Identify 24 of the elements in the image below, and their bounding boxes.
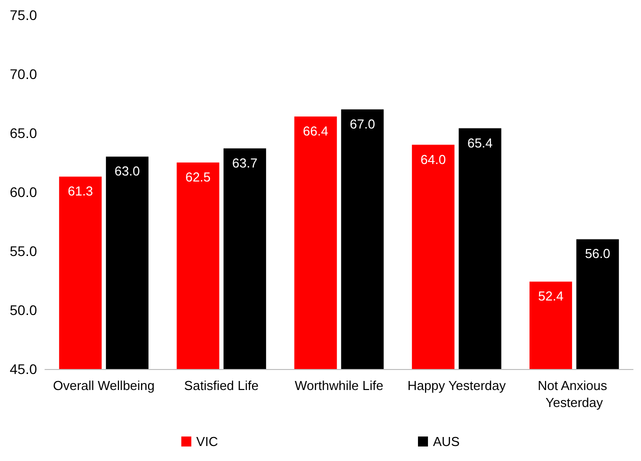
data-label: 62.5: [185, 170, 211, 184]
y-tick-label: 75.0: [10, 7, 38, 23]
x-tick-label: Overall Wellbeing: [52, 378, 155, 393]
y-tick-label: 55.0: [10, 243, 38, 259]
legend-label: VIC: [196, 434, 218, 449]
y-tick-label: 45.0: [10, 361, 38, 377]
data-label: 66.4: [302, 123, 328, 138]
y-tick-label: 50.0: [10, 302, 38, 318]
data-label: 64.0: [420, 152, 446, 167]
data-label: 56.0: [584, 246, 610, 262]
data-label: 65.4: [467, 135, 493, 150]
data-label: 63.7: [232, 155, 258, 170]
legend-label: AUS: [432, 434, 460, 449]
x-tick-label: Happy Yesterday: [407, 378, 506, 393]
data-label: 63.0: [114, 164, 140, 179]
data-label: 67.0: [350, 116, 376, 132]
data-label: 61.3: [68, 184, 94, 199]
x-tick-label: Not Anxious Yesterday: [538, 378, 611, 410]
y-tick-label: 65.0: [10, 125, 38, 141]
data-label: 52.4: [538, 288, 564, 304]
y-tick-label: 70.0: [10, 66, 38, 82]
y-tick-label: 60.0: [10, 184, 38, 200]
x-tick-label: Satisfied Life: [184, 378, 259, 393]
x-tick-label: Worthwhile Life: [294, 378, 384, 393]
